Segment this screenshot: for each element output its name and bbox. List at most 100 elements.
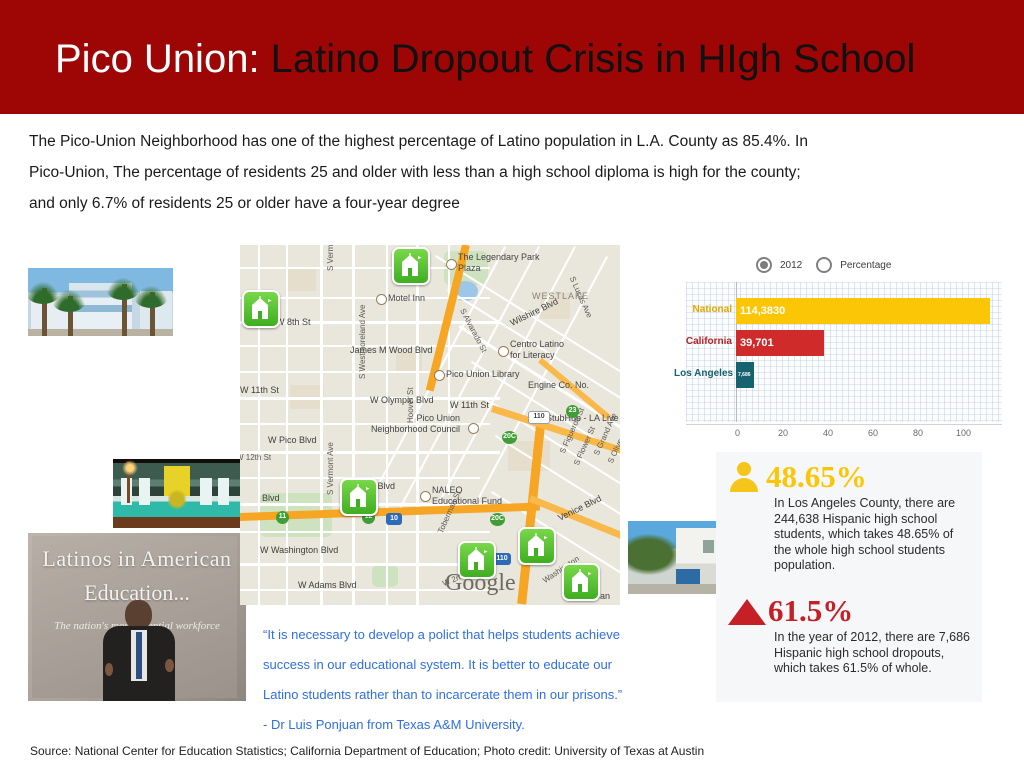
chart-bar-california[interactable]: 39,701 — [736, 330, 824, 356]
map-street — [240, 423, 490, 425]
route-shield: 23 — [566, 405, 579, 418]
photo-decor — [675, 569, 700, 589]
map-street — [320, 245, 323, 605]
school-marker-icon[interactable] — [392, 247, 430, 285]
quote-line-1: “It is necessary to develop a polict tha… — [263, 627, 620, 642]
chart-xtick: 60 — [868, 428, 879, 438]
photo-decor — [113, 516, 241, 528]
google-map[interactable]: W 8th St James M Wood Blvd W Olympic Blv… — [240, 245, 620, 605]
palm-tree — [42, 288, 47, 336]
school-marker-icon[interactable] — [458, 541, 496, 579]
radio-2012-label: 2012 — [780, 259, 803, 271]
route-shield: 10 — [386, 513, 402, 525]
stat-card-students: 48.65% In Los Angeles County, there are … — [728, 460, 978, 574]
intro-paragraph: The Pico-Union Neighborhood has one of t… — [29, 133, 808, 212]
stat-header: 48.65% — [728, 460, 978, 494]
palm-tree — [52, 290, 86, 312]
map-street — [240, 371, 490, 373]
poi-label: Pico Union Neighborhood Council — [370, 413, 460, 434]
map-label: W 8th St — [276, 317, 311, 327]
school-marker-icon[interactable] — [242, 290, 280, 328]
stat-value-dropouts: 61.5% — [768, 593, 854, 628]
map-street — [258, 245, 260, 605]
statistics-panel: 48.65% In Los Angeles County, there are … — [716, 452, 982, 702]
chart-category-california: California — [685, 336, 732, 347]
radio-percentage[interactable] — [816, 257, 833, 273]
google-logo: Google — [445, 570, 516, 596]
map-park — [372, 565, 398, 587]
map-label: W 11th St — [240, 385, 279, 395]
chart-value-california: 39,701 — [740, 337, 774, 349]
photo-decor — [168, 487, 186, 512]
poi-label: WESTLAKE — [532, 291, 590, 301]
route-shield: 20C — [502, 431, 517, 444]
palm-tree — [122, 284, 127, 336]
route-shield: 11 — [276, 511, 289, 524]
poi-label: The Legendary Park Plaza — [458, 252, 540, 273]
person-icon — [728, 461, 760, 493]
poi-label: Engine Co. No. — [528, 380, 590, 390]
photo-decor — [136, 632, 142, 679]
pull-quote: “It is necessary to develop a polict tha… — [263, 620, 663, 740]
map-street — [240, 267, 490, 269]
photo-decor — [703, 539, 715, 554]
triangle-up-icon — [728, 595, 766, 627]
poi-dot — [498, 346, 509, 357]
chart-xtick: 100 — [956, 428, 972, 438]
chart-toggle-group[interactable]: 2012 Percentage — [756, 257, 891, 273]
map-street — [448, 245, 450, 495]
page-title-rest: Latino Dropout Crisis in HIgh School — [259, 37, 916, 81]
map-street — [240, 297, 490, 299]
map-street — [240, 397, 500, 400]
photo-decor — [121, 460, 138, 477]
chart-value-national: 114,3830 — [740, 305, 786, 317]
source-note: Source: National Center for Education St… — [30, 744, 705, 758]
map-label: W Adams Blvd — [298, 580, 357, 590]
photo-decor — [125, 600, 152, 631]
photo-decor — [138, 478, 151, 505]
photo-decor — [217, 478, 230, 505]
poi-dot — [446, 259, 457, 270]
map-label: San — [594, 591, 611, 601]
poi-label: Centro Latino for Literacy — [510, 339, 565, 360]
chart-value-los-angeles: 7,686 — [738, 372, 751, 378]
map-label: S Westmoreland Ave — [358, 304, 367, 379]
poi-dot — [376, 294, 387, 305]
map-label: W Olympic Blvd — [370, 395, 434, 405]
palm-tree — [68, 296, 73, 336]
map-label: W 12th St — [240, 453, 272, 462]
school-marker-icon[interactable] — [340, 478, 378, 516]
school-marker-icon[interactable] — [518, 527, 556, 565]
map-street — [240, 451, 500, 454]
stat-body-students: In Los Angeles County, there are 244,638… — [774, 496, 956, 572]
map-street — [240, 531, 490, 533]
poi-dot — [468, 423, 479, 434]
photo-decor — [200, 478, 212, 505]
poi-label: NALEO Educational Fund — [432, 485, 503, 506]
dropout-bar-chart[interactable]: 2012 Percentage National 114,3830 Califo… — [674, 252, 1010, 452]
map-label: S Vermont Ave — [326, 245, 335, 271]
map-street — [352, 245, 355, 605]
school-marker-icon[interactable] — [562, 563, 600, 601]
map-label: W 11th St — [450, 400, 489, 410]
stat-card-dropouts: 61.5% In the year of 2012, there are 7,6… — [728, 594, 978, 677]
campus-street-photo — [628, 521, 720, 594]
poi-label: Motel Inn — [388, 293, 426, 303]
map-label: Blvd — [262, 493, 280, 503]
photo-decor — [28, 329, 173, 336]
speaker-figure — [100, 600, 178, 701]
chart-bar-los-angeles[interactable]: 7,686 — [736, 362, 754, 388]
chart-xtick: 0 — [735, 428, 741, 438]
stat-header: 61.5% — [728, 594, 978, 628]
chart-category-los-angeles: Los Angeles — [674, 368, 734, 379]
map-label: W Washington Blvd — [260, 545, 339, 555]
photo-decor — [628, 583, 720, 594]
chart-xtick: 20 — [778, 428, 789, 438]
chart-x-axis — [686, 424, 1002, 425]
route-shield: 110 — [528, 411, 550, 424]
quote-attribution: - Dr Luis Ponjuan from Texas A&M Univers… — [263, 717, 525, 732]
photo-decor — [127, 461, 131, 504]
chart-bar-national[interactable]: 114,3830 — [736, 298, 990, 324]
radio-2012[interactable] — [756, 257, 772, 273]
